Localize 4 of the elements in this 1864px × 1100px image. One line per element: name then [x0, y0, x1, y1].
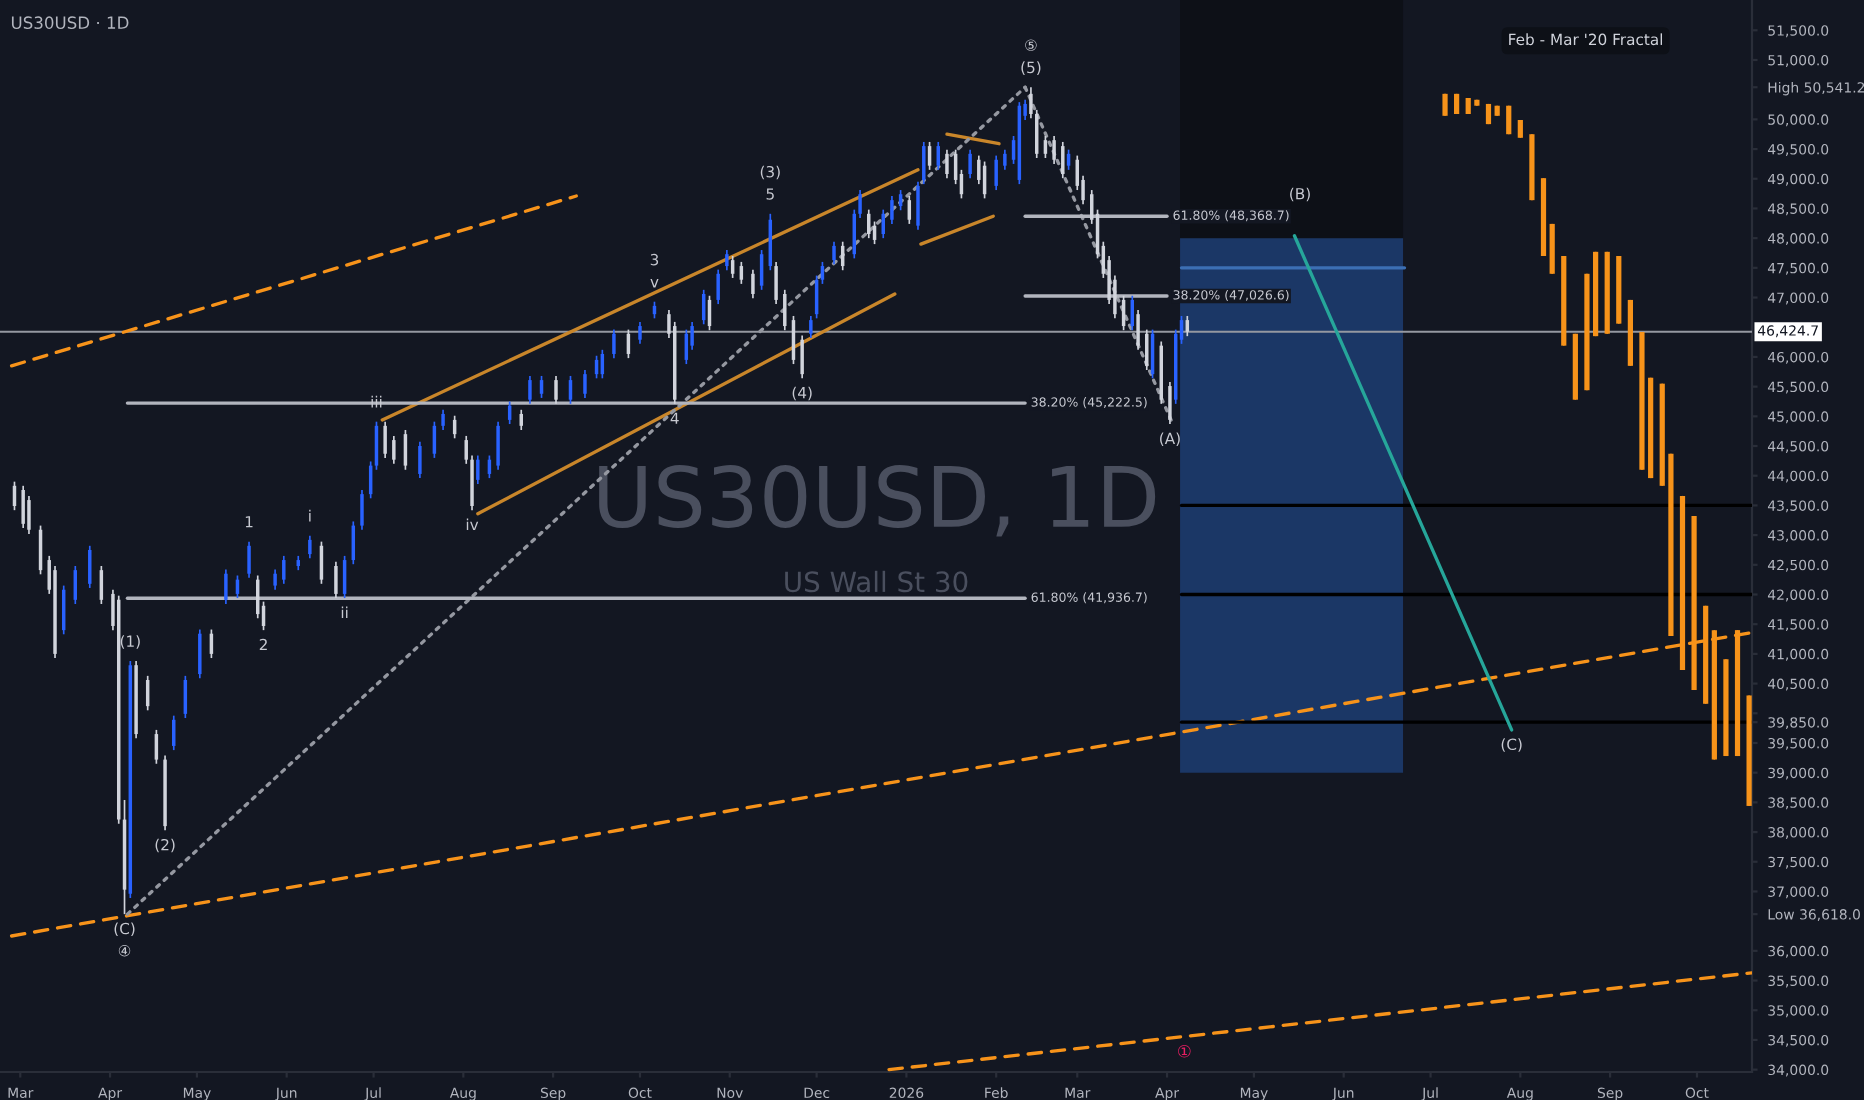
text: US30USD, 1D	[599, 464, 1156, 537]
annotation: ①	[1178, 1045, 1191, 1058]
text: US30USD · 1D	[11, 16, 129, 29]
annotation: US Wall St 30	[785, 570, 968, 593]
